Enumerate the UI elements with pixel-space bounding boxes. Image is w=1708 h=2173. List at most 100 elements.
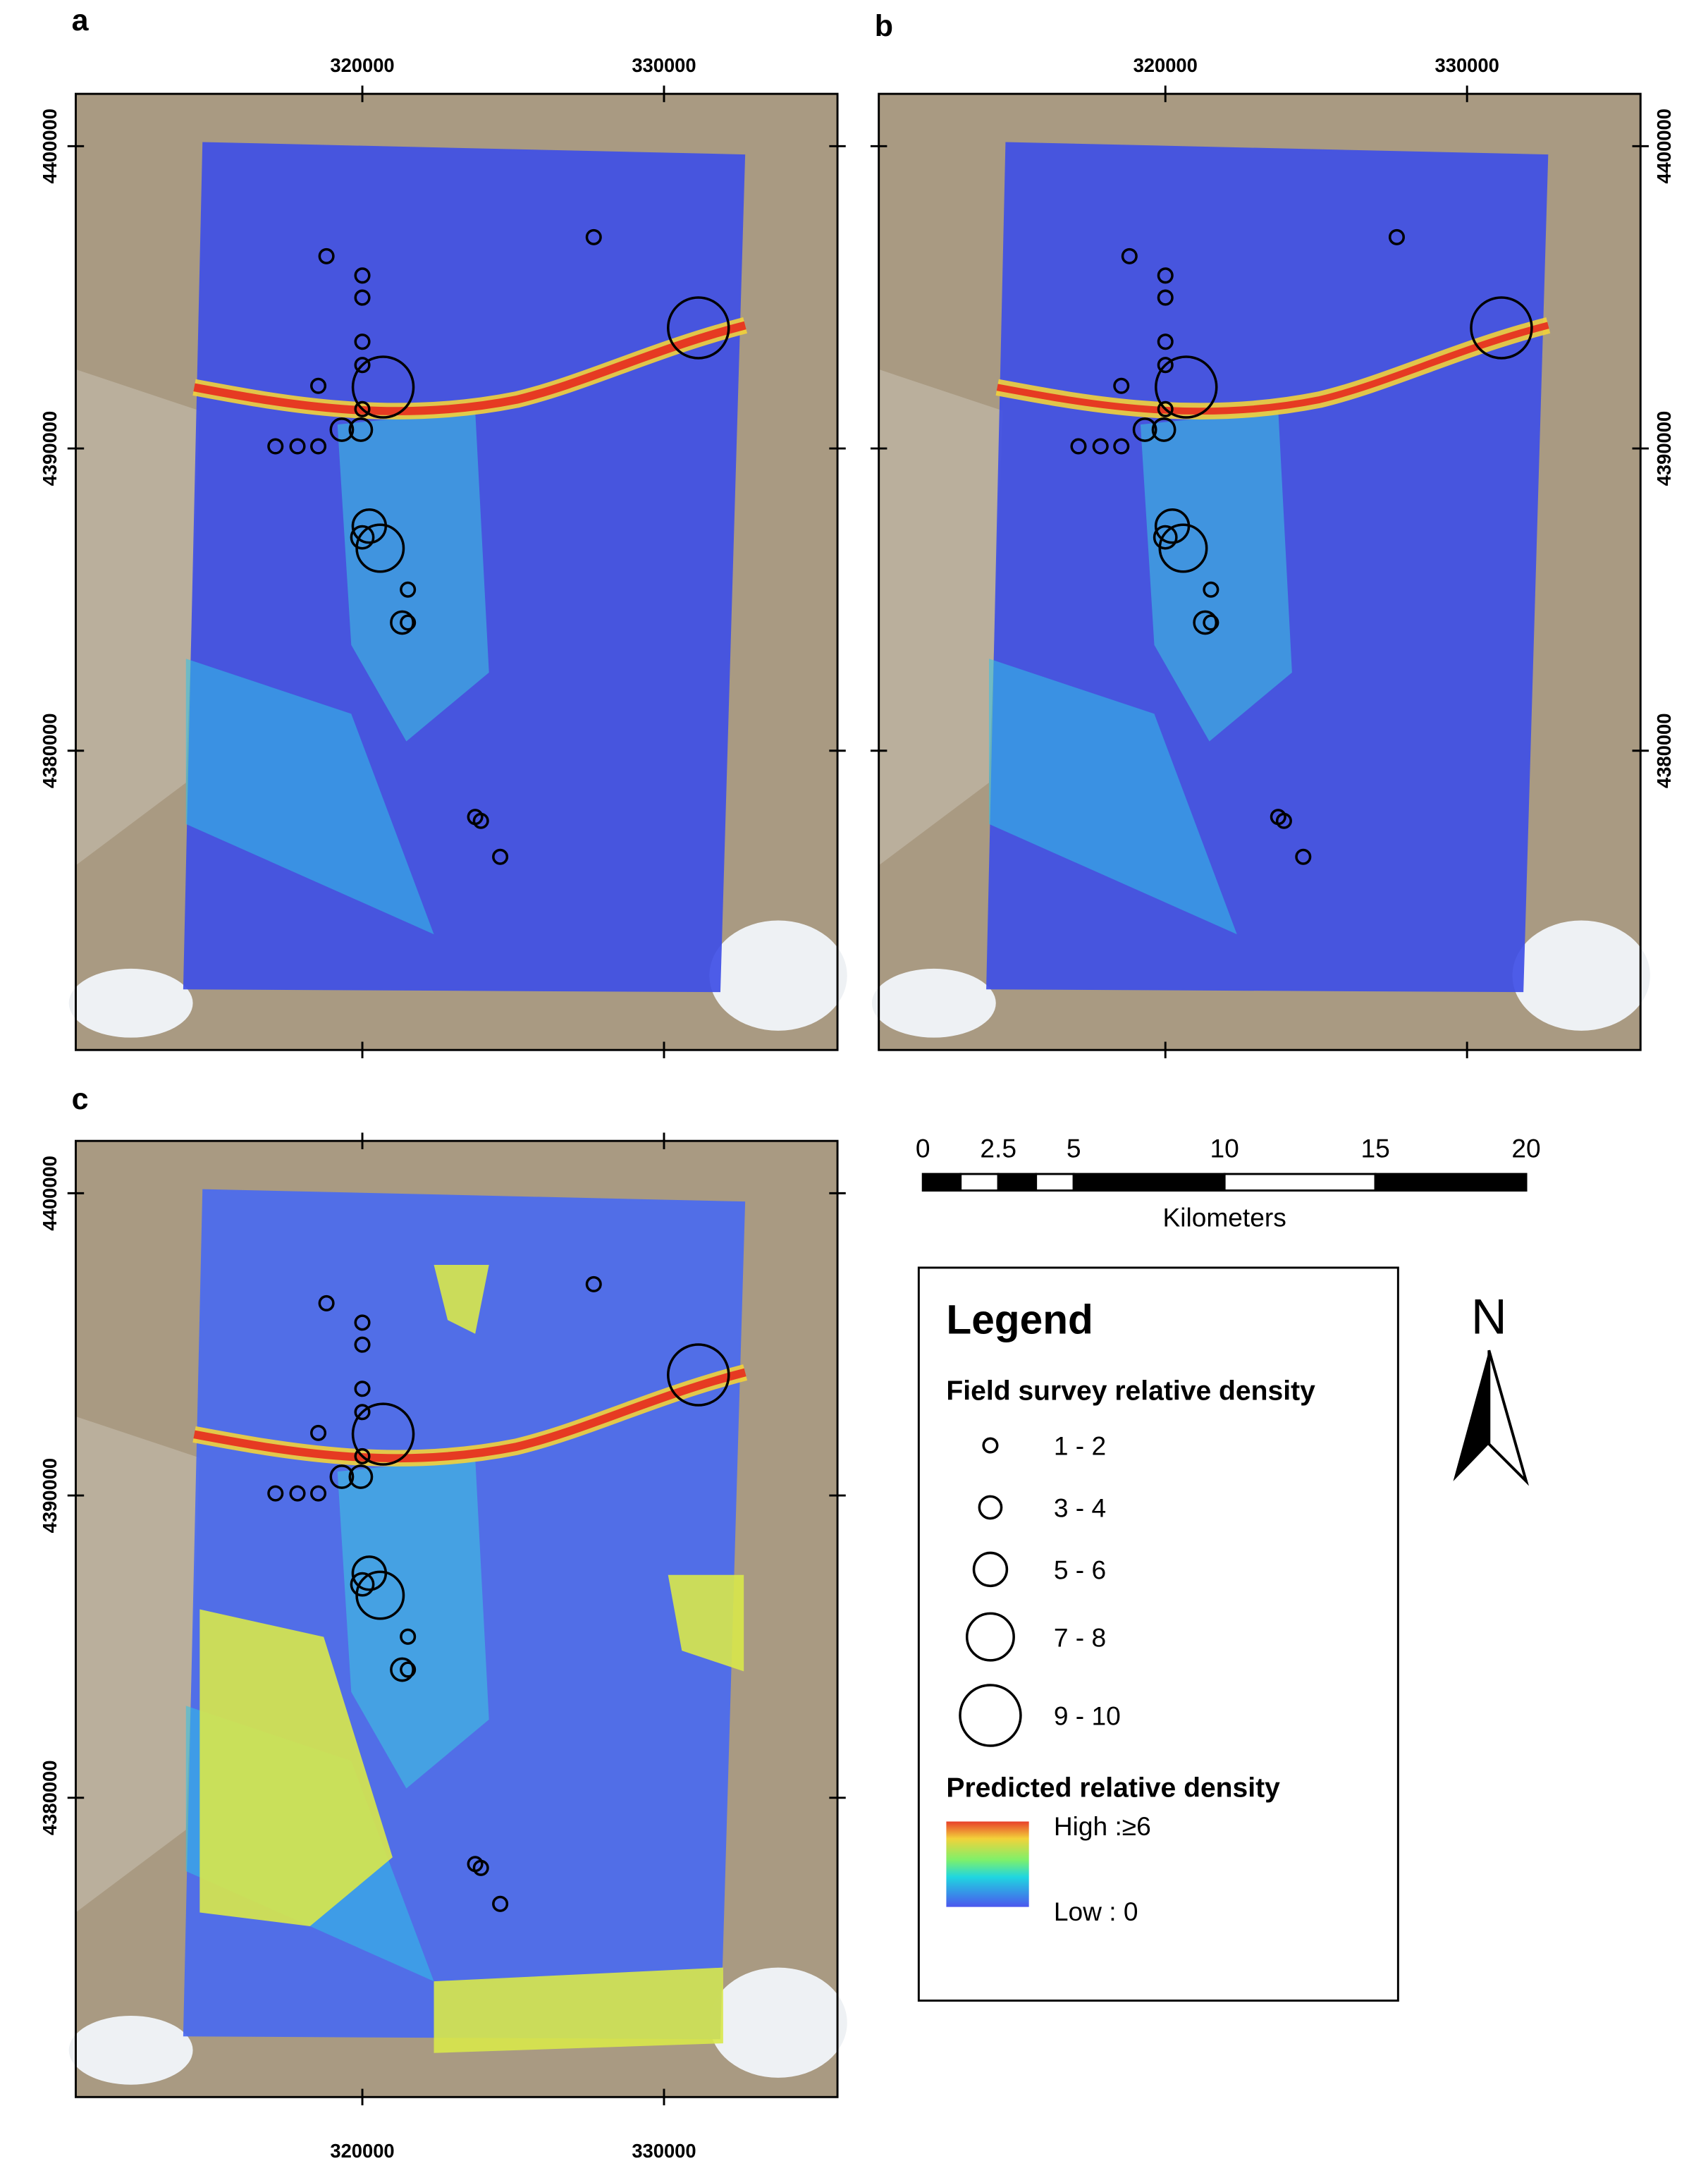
survey-site bbox=[289, 438, 306, 455]
cloud bbox=[1512, 920, 1650, 1031]
survey-site bbox=[354, 400, 371, 417]
prediction-medium bbox=[1140, 410, 1292, 742]
terrain bbox=[878, 369, 1003, 866]
y-tick-label: 4380000 bbox=[39, 714, 61, 788]
cloud bbox=[68, 2015, 193, 2085]
map-panel: 320000 330000 4380000 4390000 4400000 bbox=[870, 54, 1675, 1058]
map-frame bbox=[75, 92, 839, 1051]
survey-site bbox=[354, 1381, 371, 1397]
x-tick-label: 330000 bbox=[1435, 54, 1499, 76]
terrain bbox=[75, 369, 200, 866]
scale-label: 0 bbox=[916, 1134, 930, 1163]
survey-site bbox=[351, 1402, 415, 1466]
survey-site bbox=[585, 1275, 602, 1292]
scale-label: 15 bbox=[1360, 1134, 1389, 1163]
map-panel: 320000 330000 4380000 4390000 4400000 bbox=[39, 1132, 847, 2162]
survey-site bbox=[310, 1485, 327, 1502]
survey-site bbox=[354, 1336, 371, 1353]
scale-label: 10 bbox=[1210, 1134, 1239, 1163]
survey-site bbox=[472, 1859, 489, 1876]
survey-site bbox=[329, 417, 355, 442]
survey-site bbox=[354, 333, 371, 350]
map-frame bbox=[75, 1139, 839, 2098]
y-tick-label: 4400000 bbox=[39, 1156, 61, 1230]
panel-label: b bbox=[875, 9, 893, 43]
scale-unit: Kilometers bbox=[1162, 1202, 1286, 1232]
legend-symbol bbox=[959, 1684, 1022, 1747]
survey-site bbox=[1295, 848, 1312, 865]
legend-label: 3 - 4 bbox=[1054, 1493, 1106, 1523]
legend-label: 7 - 8 bbox=[1054, 1622, 1106, 1652]
survey-site bbox=[1157, 333, 1174, 350]
survey-site bbox=[400, 1628, 417, 1645]
survey-site bbox=[1153, 525, 1178, 550]
survey-site bbox=[1203, 581, 1219, 598]
survey-site bbox=[267, 1485, 284, 1502]
survey-site bbox=[329, 1464, 355, 1489]
survey-site bbox=[354, 357, 371, 374]
survey-site bbox=[667, 1343, 730, 1407]
survey-site bbox=[1157, 400, 1174, 417]
legend-classes: 1 - 2 3 - 4 5 - 6 7 - 8 9 - 10 bbox=[959, 1431, 1121, 1747]
legend-symbol bbox=[982, 1437, 999, 1454]
survey-site bbox=[390, 610, 414, 635]
survey-site bbox=[400, 614, 417, 631]
legend-label: 9 - 10 bbox=[1054, 1701, 1121, 1731]
north-arrow bbox=[1453, 1349, 1530, 1486]
prediction-high bbox=[668, 1574, 744, 1672]
river-core bbox=[193, 1368, 747, 1463]
survey-site bbox=[585, 228, 602, 245]
map-panel: 320000 330000 4380000 4390000 4400000 bbox=[39, 54, 847, 1058]
survey-site bbox=[310, 377, 327, 394]
survey-site bbox=[1070, 438, 1087, 455]
survey-site bbox=[1121, 247, 1138, 264]
scale-label: 20 bbox=[1511, 1134, 1540, 1163]
x-tick-label: 320000 bbox=[1133, 54, 1198, 76]
legend-label: 5 - 6 bbox=[1054, 1555, 1106, 1585]
cloud bbox=[709, 1967, 847, 2078]
scale-bar: 0 2.5 5 10 15 20 bbox=[916, 1134, 1541, 1192]
scale-segment bbox=[1223, 1173, 1377, 1192]
x-tick-label: 320000 bbox=[330, 54, 394, 76]
survey-site bbox=[354, 1314, 371, 1331]
color-ramp bbox=[946, 1821, 1029, 1907]
map-frame bbox=[878, 92, 1642, 1051]
legend-heading: Predicted relative density bbox=[946, 1773, 1280, 1803]
prediction-medium bbox=[988, 659, 1237, 935]
scale-segment bbox=[997, 1173, 1038, 1192]
prediction-medium bbox=[337, 410, 489, 742]
y-tick-label: 4390000 bbox=[39, 1458, 61, 1533]
scale-label: 5 bbox=[1067, 1134, 1081, 1163]
scale-segment bbox=[959, 1173, 1000, 1192]
terrain bbox=[75, 1416, 200, 1913]
survey-site bbox=[354, 1447, 371, 1464]
cloud bbox=[68, 968, 193, 1038]
x-tick-label: 330000 bbox=[632, 54, 696, 76]
survey-site bbox=[350, 1572, 375, 1597]
survey-site bbox=[1092, 438, 1109, 455]
survey-site bbox=[318, 247, 335, 264]
ramp-label: Low : 0 bbox=[1054, 1897, 1138, 1926]
prediction-high bbox=[434, 1967, 723, 2053]
survey-site bbox=[492, 848, 509, 865]
y-tick-label: 4390000 bbox=[1653, 411, 1675, 486]
survey-site bbox=[354, 289, 371, 306]
survey-site bbox=[318, 1294, 335, 1311]
survey-site bbox=[1157, 267, 1174, 284]
scale-segment bbox=[921, 1173, 962, 1192]
prediction-high bbox=[434, 1265, 489, 1334]
survey-site bbox=[1151, 417, 1176, 442]
y-tick-label: 4380000 bbox=[39, 1761, 61, 1835]
survey-site bbox=[400, 1661, 417, 1678]
river-core bbox=[996, 322, 1549, 415]
prediction-high bbox=[199, 1609, 393, 1926]
legend-symbol bbox=[965, 1612, 1015, 1662]
prediction-medium bbox=[337, 1457, 489, 1789]
survey-site bbox=[1275, 812, 1292, 829]
y-tick-label: 4390000 bbox=[39, 411, 61, 486]
survey-site bbox=[390, 1657, 414, 1682]
y-tick-label: 4380000 bbox=[1653, 714, 1675, 788]
scale-label: 2.5 bbox=[980, 1134, 1016, 1163]
